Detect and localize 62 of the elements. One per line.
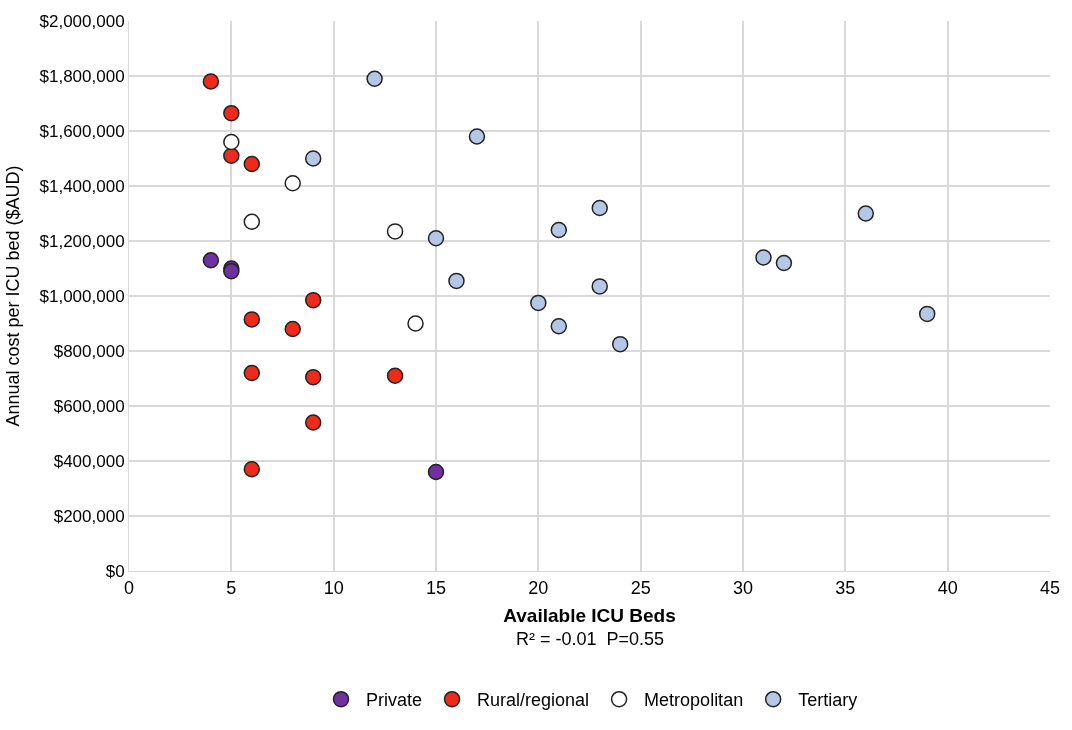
point bbox=[468, 128, 486, 145]
point bbox=[386, 367, 404, 384]
legend-label: Rural/regional bbox=[477, 690, 590, 711]
x-tick-label: 5 bbox=[226, 577, 237, 598]
point bbox=[304, 414, 322, 431]
point bbox=[202, 252, 220, 269]
x-tick-label: 15 bbox=[425, 577, 447, 598]
x-tick-label: 10 bbox=[323, 577, 344, 598]
y-tick-label: $1,400,000 bbox=[39, 176, 125, 196]
point bbox=[223, 104, 240, 122]
point bbox=[857, 205, 875, 222]
y-tick-label: $0 bbox=[105, 561, 125, 581]
point bbox=[591, 278, 608, 295]
point bbox=[550, 318, 568, 335]
point bbox=[530, 294, 547, 312]
point bbox=[284, 320, 301, 338]
y-tick-label: $1,600,000 bbox=[39, 121, 125, 141]
point bbox=[243, 461, 261, 478]
point bbox=[304, 368, 322, 386]
point bbox=[427, 230, 445, 247]
x-tick-label: 30 bbox=[732, 577, 754, 598]
point bbox=[243, 155, 261, 173]
point bbox=[243, 213, 261, 230]
text: R² = -0.01 P=0.55 bbox=[516, 629, 665, 649]
legend-label: Metropolitan bbox=[644, 690, 744, 711]
y-tick-label: $400,000 bbox=[53, 451, 125, 471]
legend-label: Tertiary bbox=[798, 690, 858, 711]
y-tick-label: $800,000 bbox=[53, 341, 125, 361]
point bbox=[223, 147, 240, 164]
point bbox=[427, 463, 445, 481]
point bbox=[775, 254, 793, 272]
point bbox=[304, 150, 322, 167]
point bbox=[202, 73, 220, 90]
y-tick-label: $1,800,000 bbox=[39, 66, 125, 86]
x-tick-label: 35 bbox=[835, 577, 856, 598]
y-tick-label: $1,000,000 bbox=[39, 286, 125, 306]
point bbox=[448, 272, 465, 290]
point bbox=[591, 199, 608, 217]
point bbox=[243, 364, 261, 382]
y-tick-label: $1,200,000 bbox=[39, 231, 125, 251]
point bbox=[386, 223, 404, 240]
x-tick-label: 20 bbox=[528, 577, 549, 598]
x-tick-label: 25 bbox=[630, 577, 651, 598]
x-tick-label: 0 bbox=[123, 577, 135, 598]
x-tick-label: 45 bbox=[1039, 577, 1061, 598]
point bbox=[304, 291, 322, 309]
point bbox=[284, 175, 301, 192]
point bbox=[407, 315, 424, 332]
x-tick-label: 40 bbox=[937, 577, 958, 598]
point bbox=[918, 305, 936, 323]
y-tick-label: $600,000 bbox=[53, 396, 125, 416]
legend-label: Private bbox=[366, 690, 423, 711]
x-axis-title: Available ICU Beds bbox=[503, 605, 676, 627]
point bbox=[243, 311, 261, 328]
point bbox=[366, 70, 383, 87]
point bbox=[223, 133, 240, 151]
point bbox=[755, 249, 772, 266]
point bbox=[611, 335, 629, 353]
y-tick-label: $2,000,000 bbox=[39, 11, 125, 31]
point bbox=[550, 221, 568, 239]
y-tick-label: $200,000 bbox=[53, 506, 125, 526]
y-axis-title: Annual cost per ICU bed ($AUD) bbox=[2, 165, 23, 427]
